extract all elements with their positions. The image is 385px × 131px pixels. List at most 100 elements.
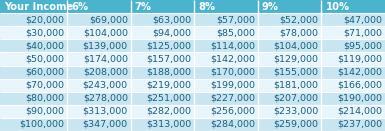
Bar [194, 0, 258, 13]
Text: 7%: 7% [135, 2, 152, 12]
Text: $40,000: $40,000 [25, 41, 64, 50]
Bar [67, 66, 131, 79]
Bar [194, 66, 258, 79]
Text: $125,000: $125,000 [146, 41, 191, 50]
Bar [321, 66, 385, 79]
Bar [0, 92, 67, 105]
Bar [131, 39, 194, 52]
Bar [321, 13, 385, 26]
Text: $104,000: $104,000 [83, 28, 128, 37]
Text: $181,000: $181,000 [273, 81, 318, 90]
Text: $190,000: $190,000 [337, 94, 382, 103]
Text: $170,000: $170,000 [210, 68, 255, 77]
Text: $85,000: $85,000 [216, 28, 255, 37]
Text: $233,000: $233,000 [273, 107, 318, 116]
Text: $71,000: $71,000 [343, 28, 382, 37]
Text: $278,000: $278,000 [83, 94, 128, 103]
Bar [194, 79, 258, 92]
Text: $114,000: $114,000 [210, 41, 255, 50]
Text: $30,000: $30,000 [25, 28, 64, 37]
Text: $69,000: $69,000 [89, 15, 128, 24]
Text: $104,000: $104,000 [273, 41, 318, 50]
Text: $347,000: $347,000 [83, 120, 128, 129]
Bar [258, 92, 321, 105]
Text: $251,000: $251,000 [146, 94, 191, 103]
Bar [194, 52, 258, 66]
Text: $237,000: $237,000 [337, 120, 382, 129]
Text: Your Income: Your Income [4, 2, 73, 12]
Bar [321, 79, 385, 92]
Text: $313,000: $313,000 [82, 107, 128, 116]
Text: $52,000: $52,000 [280, 15, 318, 24]
Text: $139,000: $139,000 [83, 41, 128, 50]
Bar [194, 26, 258, 39]
Text: $50,000: $50,000 [25, 54, 64, 63]
Text: $282,000: $282,000 [146, 107, 191, 116]
Text: $70,000: $70,000 [25, 81, 64, 90]
Bar [194, 92, 258, 105]
Bar [321, 118, 385, 131]
Text: 9%: 9% [262, 2, 279, 12]
Text: $100,000: $100,000 [19, 120, 64, 129]
Text: $142,000: $142,000 [210, 54, 255, 63]
Bar [67, 52, 131, 66]
Bar [258, 26, 321, 39]
Bar [131, 13, 194, 26]
Bar [67, 26, 131, 39]
Bar [131, 26, 194, 39]
Bar [0, 26, 67, 39]
Text: $57,000: $57,000 [216, 15, 255, 24]
Bar [258, 118, 321, 131]
Text: $90,000: $90,000 [25, 107, 64, 116]
Text: $243,000: $243,000 [83, 81, 128, 90]
Bar [67, 0, 131, 13]
Bar [258, 105, 321, 118]
Bar [131, 105, 194, 118]
Bar [0, 66, 67, 79]
Bar [0, 118, 67, 131]
Text: $78,000: $78,000 [280, 28, 318, 37]
Bar [194, 118, 258, 131]
Text: $155,000: $155,000 [273, 68, 318, 77]
Text: $80,000: $80,000 [25, 94, 64, 103]
Bar [131, 66, 194, 79]
Bar [131, 0, 194, 13]
Bar [321, 92, 385, 105]
Text: $60,000: $60,000 [25, 68, 64, 77]
Text: 6%: 6% [71, 2, 88, 12]
Bar [321, 0, 385, 13]
Text: $207,000: $207,000 [273, 94, 318, 103]
Bar [321, 26, 385, 39]
Text: $227,000: $227,000 [210, 94, 255, 103]
Text: $259,000: $259,000 [273, 120, 318, 129]
Bar [67, 92, 131, 105]
Text: $166,000: $166,000 [337, 81, 382, 90]
Bar [258, 13, 321, 26]
Bar [321, 52, 385, 66]
Bar [0, 52, 67, 66]
Bar [131, 52, 194, 66]
Bar [194, 39, 258, 52]
Bar [131, 118, 194, 131]
Text: $256,000: $256,000 [210, 107, 255, 116]
Text: $174,000: $174,000 [83, 54, 128, 63]
Text: $47,000: $47,000 [343, 15, 382, 24]
Bar [258, 79, 321, 92]
Bar [194, 13, 258, 26]
Bar [0, 13, 67, 26]
Text: $199,000: $199,000 [210, 81, 255, 90]
Bar [67, 39, 131, 52]
Bar [0, 105, 67, 118]
Text: $95,000: $95,000 [343, 41, 382, 50]
Text: $188,000: $188,000 [146, 68, 191, 77]
Bar [258, 52, 321, 66]
Bar [67, 118, 131, 131]
Text: 8%: 8% [198, 2, 215, 12]
Text: $208,000: $208,000 [83, 68, 128, 77]
Bar [0, 39, 67, 52]
Bar [0, 79, 67, 92]
Text: $219,000: $219,000 [146, 81, 191, 90]
Text: $142,000: $142,000 [337, 68, 382, 77]
Text: $63,000: $63,000 [152, 15, 191, 24]
Text: $129,000: $129,000 [273, 54, 318, 63]
